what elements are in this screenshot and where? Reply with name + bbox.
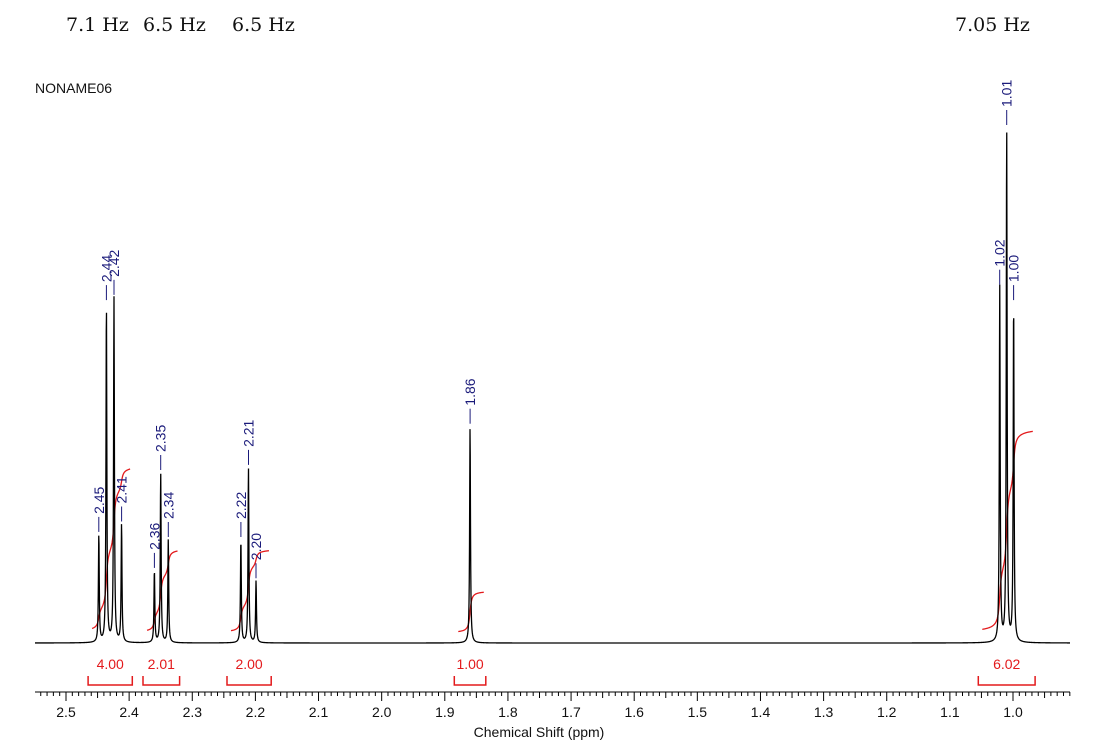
peak-label-2-35: 2.35 [153, 425, 169, 470]
x-tick-label: 1.0 [1003, 704, 1023, 720]
peak-label-2-45: 2.45 [91, 486, 107, 532]
peak-label-text: 1.00 [1006, 255, 1022, 282]
coupling-constant-4: 7.05 Hz [955, 14, 1030, 36]
peak-label-text: 2.21 [241, 419, 257, 446]
coupling-constant-3: 6.5 Hz [232, 14, 295, 36]
peak-label-text: 2.35 [153, 425, 169, 452]
x-tick-label: 1.8 [498, 704, 518, 720]
peak-label-text: 2.45 [91, 486, 107, 513]
x-tick-label: 1.4 [751, 704, 771, 720]
x-tick-label: 1.3 [814, 704, 834, 720]
coupling-constant-2: 6.5 Hz [143, 14, 206, 36]
peak-label-2-21: 2.21 [241, 419, 257, 465]
integral-value: 2.00 [235, 656, 262, 672]
peak-label-text: 2.20 [248, 533, 264, 560]
peak-label-2-22: 2.22 [233, 492, 249, 537]
peak-label-text: 2.42 [106, 249, 122, 276]
peak-label-1-00: 1.00 [1006, 255, 1022, 301]
x-tick-label: 1.9 [435, 704, 455, 720]
peak-label-2-36: 2.36 [146, 522, 162, 568]
integral-3: 2.00 [226, 656, 272, 686]
x-tick-label: 1.5 [688, 704, 708, 720]
integral-4: 1.00 [453, 656, 487, 686]
peak-label-2-20: 2.20 [248, 533, 264, 579]
peak-label-text: 2.36 [146, 522, 162, 549]
x-tick-label: 2.1 [309, 704, 329, 720]
peak-label-text: 2.34 [160, 492, 176, 519]
peak-label-text: 2.44 [98, 255, 114, 282]
peak-label-1-02: 1.02 [992, 239, 1008, 285]
x-tick-label: 2.4 [119, 704, 139, 720]
sample-name: NONAME06 [35, 80, 112, 96]
x-axis: 2.5 2.4 2.3 2.2 2.1 2.0 1.9 1.8 1.7 1.6 1.5 1.4 1.3 1… [35, 691, 1071, 720]
x-tick-label: 2.3 [183, 704, 203, 720]
integral-value: 4.00 [97, 656, 124, 672]
x-tick-label: 1.2 [877, 704, 897, 720]
peak-label-text: 1.86 [462, 378, 478, 405]
x-tick-label: 2.0 [372, 704, 392, 720]
peak-label-1-01: 1.01 [999, 80, 1015, 125]
coupling-constants: 7.1 Hz 6.5 Hz 6.5 Hz 7.05 Hz [66, 14, 1030, 36]
peak-label-2-34: 2.34 [160, 492, 176, 537]
spectrum-trace [35, 132, 1070, 644]
integral-brackets: 4.00 2.01 2.00 1.00 6.02 [87, 656, 1036, 686]
integral-value: 2.01 [148, 656, 175, 672]
x-axis-title: Chemical Shift (ppm) [474, 724, 605, 740]
peak-label-text: 2.22 [233, 492, 249, 519]
integral-1: 4.00 [87, 656, 134, 686]
integral-curve-3 [230, 550, 270, 632]
x-tick-label: 1.6 [624, 704, 644, 720]
peak-label-text: 1.01 [999, 80, 1015, 107]
integral-value: 6.02 [993, 656, 1020, 672]
x-tick-label: 1.1 [940, 704, 960, 720]
x-tick-label: 2.5 [56, 704, 76, 720]
x-tick-label: 1.7 [561, 704, 581, 720]
integral-5: 6.02 [977, 656, 1036, 686]
integral-curve-2 [146, 550, 178, 631]
peak-label-2-41: 2.41 [114, 476, 130, 522]
peak-label-text: 1.02 [992, 239, 1008, 266]
peak-label-text: 2.41 [114, 476, 130, 503]
peak-label-2-44: 2.44 [98, 255, 114, 301]
peak-labels: 2.45 2.442.42 2.41 2.36 2.35 2.34 2.22 2.21 2.20… [91, 80, 1022, 579]
peak-label-2-42: 2.42 [106, 249, 122, 295]
x-tick-label: 2.2 [246, 704, 266, 720]
integral-value: 1.00 [456, 656, 483, 672]
coupling-constant-1: 7.1 Hz [66, 14, 129, 36]
integral-2: 2.01 [142, 656, 181, 686]
peak-label-1-86: 1.86 [462, 378, 478, 424]
integral-curves [91, 430, 1033, 633]
